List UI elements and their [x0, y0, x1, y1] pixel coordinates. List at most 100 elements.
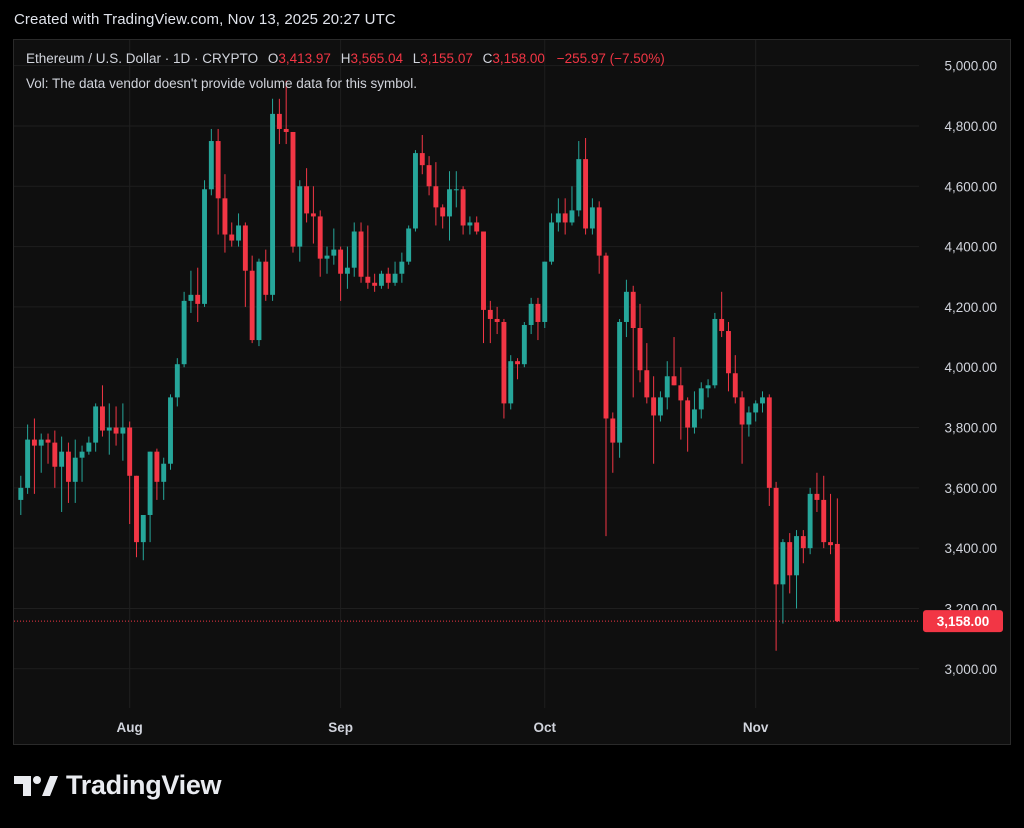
candle-down[interactable] [195, 267, 201, 322]
candle-down[interactable] [45, 433, 51, 464]
candle-down[interactable] [127, 421, 133, 525]
candle-down[interactable] [134, 475, 139, 558]
candle-down[interactable] [685, 397, 691, 452]
candle-up[interactable] [753, 400, 759, 422]
candle-down[interactable] [603, 252, 609, 537]
candle-down[interactable] [644, 343, 650, 404]
candle-up[interactable] [188, 270, 194, 313]
candle-down[interactable] [100, 385, 105, 437]
candle-down[interactable] [283, 80, 289, 145]
candle-down[interactable] [338, 246, 344, 301]
candle-down[interactable] [800, 530, 806, 564]
candle-up[interactable] [623, 279, 629, 338]
candle-down[interactable] [474, 216, 480, 235]
candle-down[interactable] [385, 267, 391, 289]
candle-up[interactable] [657, 391, 663, 422]
candle-up[interactable] [528, 297, 534, 335]
candle-down[interactable] [113, 406, 119, 446]
candle-up[interactable] [297, 180, 303, 262]
candle-up[interactable] [72, 439, 78, 503]
candle-down[interactable] [678, 367, 684, 440]
candle-up[interactable] [236, 213, 241, 247]
candle-down[interactable] [229, 222, 235, 247]
candle-up[interactable] [86, 436, 92, 455]
candle-up[interactable] [555, 198, 561, 232]
candle-down[interactable] [596, 201, 602, 274]
candle-up[interactable] [93, 403, 99, 452]
candle-down[interactable] [671, 337, 677, 386]
candle-down[interactable] [215, 128, 221, 235]
candle-down[interactable] [249, 255, 255, 344]
candle-up[interactable] [549, 213, 555, 265]
candle-down[interactable] [372, 273, 378, 292]
candle-up[interactable] [120, 403, 126, 461]
candle-up[interactable] [202, 180, 207, 307]
candle-up[interactable] [79, 445, 85, 482]
candle-up[interactable] [780, 539, 786, 624]
candle-down[interactable] [787, 533, 793, 594]
candle-up[interactable] [746, 406, 752, 437]
candle-up[interactable] [25, 424, 31, 494]
candle-down[interactable] [426, 156, 432, 196]
candle-up[interactable] [569, 186, 575, 226]
candle-up[interactable] [59, 436, 65, 512]
candle-down[interactable] [637, 303, 643, 383]
candle-down[interactable] [365, 225, 371, 289]
candle-up[interactable] [760, 391, 765, 413]
candle-down[interactable] [726, 321, 731, 392]
candle-up[interactable] [351, 222, 357, 277]
candle-up[interactable] [208, 128, 214, 196]
candle-up[interactable] [453, 171, 459, 208]
candle-down[interactable] [651, 376, 657, 464]
candle-down[interactable] [814, 472, 820, 512]
candle-down[interactable] [310, 186, 316, 244]
candle-up[interactable] [664, 361, 670, 410]
candle-up[interactable] [712, 312, 718, 389]
candle-down[interactable] [317, 210, 323, 277]
candle-down[interactable] [719, 291, 725, 338]
chart-panel[interactable]: 3,000.00 3,200.00 3,400.00 3,600.00 3,800.00… [13, 39, 1011, 745]
candle-down[interactable] [154, 448, 160, 500]
candle-up[interactable] [542, 261, 548, 329]
candle-up[interactable] [576, 141, 582, 217]
candle-down[interactable] [276, 98, 282, 145]
candle-up[interactable] [168, 394, 173, 470]
candle-down[interactable] [630, 285, 636, 398]
candle-up[interactable] [794, 530, 799, 609]
candle-up[interactable] [406, 225, 412, 265]
candle-up[interactable] [467, 216, 473, 235]
candle-up[interactable] [447, 171, 452, 241]
candle-down[interactable] [515, 358, 520, 380]
candle-up[interactable] [617, 318, 623, 458]
candle-down[interactable] [821, 475, 827, 549]
candle-up[interactable] [378, 270, 384, 289]
candle-down[interactable] [494, 306, 500, 335]
candle-down[interactable] [610, 412, 616, 473]
candle-down[interactable] [419, 134, 425, 175]
candle-down[interactable] [828, 493, 833, 555]
candle-up[interactable] [589, 198, 595, 235]
candle-up[interactable] [705, 379, 711, 398]
tradingview-logo[interactable]: TradingView [14, 770, 222, 801]
candle-up[interactable] [140, 514, 146, 561]
candle-up[interactable] [698, 382, 704, 419]
candle-up[interactable] [38, 433, 44, 473]
candle-up[interactable] [106, 403, 112, 455]
candle-down[interactable] [487, 300, 493, 344]
candle-up[interactable] [270, 98, 276, 301]
candle-down[interactable] [460, 186, 466, 235]
candle-down[interactable] [242, 222, 248, 307]
candle-up[interactable] [181, 291, 187, 368]
candle-down[interactable] [290, 131, 296, 253]
candle-down[interactable] [65, 442, 71, 503]
candle-up[interactable] [508, 355, 514, 410]
candle-down[interactable] [739, 391, 745, 464]
candle-down[interactable] [31, 418, 37, 494]
candle-down[interactable] [433, 162, 439, 226]
candle-up[interactable] [521, 321, 527, 368]
candle-up[interactable] [18, 475, 24, 515]
candle-up[interactable] [161, 457, 167, 500]
candle-up[interactable] [692, 391, 697, 434]
candle-down[interactable] [535, 297, 541, 341]
candle-down[interactable] [773, 481, 779, 651]
